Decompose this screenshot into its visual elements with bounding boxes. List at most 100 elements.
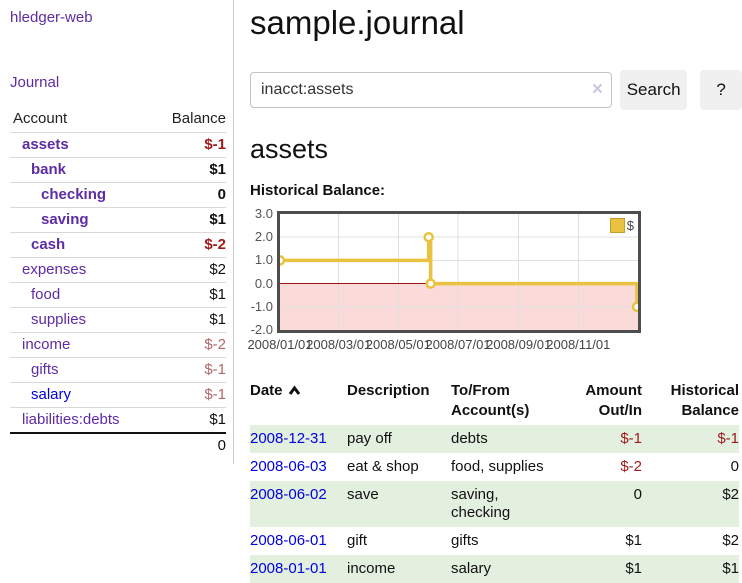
transaction-description: gift bbox=[347, 532, 368, 549]
app-title-link[interactable]: hledger-web bbox=[10, 9, 93, 26]
historical-balance-chart: $ 3.0 2.0 1.0 0.0 -1.0 -2.0 2008/01/01 2008/03/… bbox=[247, 206, 742, 357]
legend-swatch-icon bbox=[609, 218, 625, 233]
legend-label: $ bbox=[626, 218, 634, 233]
y-tick-label: -2.0 bbox=[250, 322, 273, 337]
balance-chart-svg bbox=[280, 214, 638, 330]
account-row: gifts $-1 bbox=[10, 357, 226, 383]
col-description: Description bbox=[347, 382, 430, 399]
search-button[interactable]: Search bbox=[620, 70, 688, 110]
transaction-date-link[interactable]: 2008-06-02 bbox=[250, 486, 327, 503]
transaction-accounts: debts bbox=[451, 430, 488, 447]
help-button[interactable]: ? bbox=[700, 70, 742, 110]
col-date[interactable]: Date bbox=[250, 377, 347, 425]
account-row: salary $-1 bbox=[10, 382, 226, 408]
transaction-amount: $1 bbox=[625, 560, 642, 577]
sidebar-item-journal[interactable]: Journal bbox=[10, 74, 60, 91]
transaction-date-link[interactable]: 2008-01-01 bbox=[250, 560, 327, 577]
transaction-balance: $-1 bbox=[717, 430, 739, 447]
search-form: × Search ? bbox=[250, 70, 742, 110]
account-row: liabilities:debts $1 bbox=[10, 407, 226, 433]
transaction-date-link[interactable]: 2008-06-01 bbox=[250, 532, 327, 549]
account-balance: $1 bbox=[154, 207, 226, 233]
transaction-amount: $-1 bbox=[620, 430, 642, 447]
x-tick-label: 2008/07/01 bbox=[425, 337, 491, 352]
transaction-date-link[interactable]: 2008-12-31 bbox=[250, 430, 327, 447]
accounts-header-row: Account Balance bbox=[10, 106, 226, 133]
x-tick-label: 2008/05/01 bbox=[365, 337, 431, 352]
transaction-accounts: food, supplies bbox=[451, 458, 544, 475]
transaction-accounts: gifts bbox=[451, 532, 479, 549]
page-title: sample.journal bbox=[250, 4, 465, 41]
transaction-balance: $2 bbox=[722, 486, 739, 503]
account-balance: $1 bbox=[154, 282, 226, 308]
transaction-accounts: salary bbox=[451, 560, 492, 577]
account-link[interactable]: salary bbox=[31, 386, 72, 403]
account-row: saving $1 bbox=[10, 207, 226, 233]
chart-plot: $ bbox=[277, 211, 641, 333]
account-row: income $-2 bbox=[10, 332, 226, 358]
accounts-total-balance: 0 bbox=[154, 432, 226, 458]
transaction-description: income bbox=[347, 560, 396, 577]
main-content: sample.journal × Search ? assets Histori… bbox=[234, 0, 742, 583]
account-link[interactable]: gifts bbox=[31, 361, 59, 378]
accounts-total-row: 0 bbox=[10, 432, 226, 458]
x-tick-label: 2008/11/01 bbox=[546, 337, 611, 352]
col-balance: Historical Balance bbox=[670, 382, 739, 419]
register-row: 2008-06-02 save saving, checking 0 $2 bbox=[250, 481, 739, 527]
account-link[interactable]: saving bbox=[41, 211, 89, 228]
clear-search-icon[interactable]: × bbox=[591, 79, 603, 100]
account-row: expenses $2 bbox=[10, 257, 226, 283]
accounts-col-account: Account bbox=[13, 110, 68, 127]
account-balance: $-1 bbox=[154, 382, 226, 408]
sort-ascending-icon bbox=[288, 385, 300, 395]
register-row: 2008-06-03 eat & shop food, supplies $-2… bbox=[250, 453, 739, 481]
account-row: assets $-1 bbox=[10, 132, 226, 158]
x-tick-label: 2008/01/01 bbox=[247, 337, 313, 352]
account-link[interactable]: bank bbox=[31, 161, 67, 178]
account-link[interactable]: food bbox=[31, 286, 61, 303]
transaction-amount: $1 bbox=[625, 532, 642, 549]
transaction-description: save bbox=[347, 486, 379, 503]
x-tick-label: 2008/09/01 bbox=[486, 337, 552, 352]
account-balance: $-1 bbox=[154, 357, 226, 383]
account-balance: $-2 bbox=[154, 332, 226, 358]
y-tick-label: 0.0 bbox=[254, 275, 273, 291]
y-tick-label: 3.0 bbox=[254, 206, 273, 221]
search-input[interactable] bbox=[250, 72, 612, 108]
account-balance: $1 bbox=[154, 407, 226, 433]
register-row: 2008-12-31 pay off debts $-1 $-1 bbox=[250, 425, 739, 453]
account-link[interactable]: liabilities:debts bbox=[22, 411, 120, 428]
accounts-col-balance: Balance bbox=[171, 110, 226, 127]
account-row: checking 0 bbox=[10, 182, 226, 208]
account-row: supplies $1 bbox=[10, 307, 226, 333]
transaction-balance: 0 bbox=[730, 458, 739, 475]
account-balance: 0 bbox=[154, 182, 226, 208]
transaction-date-link[interactable]: 2008-06-03 bbox=[250, 458, 327, 475]
transaction-balance: $2 bbox=[722, 532, 739, 549]
accounts-table: Account Balance assets $-1 bank $1 check… bbox=[10, 106, 226, 458]
account-link[interactable]: checking bbox=[41, 186, 107, 203]
account-link[interactable]: assets bbox=[22, 136, 69, 153]
account-heading: assets bbox=[250, 134, 329, 164]
transaction-description: pay off bbox=[347, 430, 392, 447]
sidebar: hledger-web Journal Account Balance asse… bbox=[0, 0, 234, 464]
account-row: cash $-2 bbox=[10, 232, 226, 258]
transaction-amount: $-2 bbox=[620, 458, 642, 475]
register-header-row: Date Description To/From Account(s) Amou… bbox=[250, 377, 739, 425]
account-link[interactable]: cash bbox=[31, 236, 66, 253]
account-link[interactable]: supplies bbox=[31, 311, 87, 328]
col-amount: Amount Out/In bbox=[585, 382, 642, 419]
account-row: bank $1 bbox=[10, 157, 226, 183]
col-accounts: To/From Account(s) bbox=[451, 382, 530, 419]
x-tick-label: 2008/03/01 bbox=[306, 337, 372, 352]
account-balance: $1 bbox=[154, 307, 226, 333]
account-link[interactable]: expenses bbox=[22, 261, 87, 278]
transaction-accounts: saving, checking bbox=[451, 486, 511, 521]
account-balance: $-1 bbox=[154, 132, 226, 158]
chart-title: Historical Balance: bbox=[250, 182, 386, 199]
transaction-amount: 0 bbox=[633, 486, 642, 503]
account-link[interactable]: income bbox=[22, 336, 71, 353]
account-balance: $1 bbox=[154, 157, 226, 183]
transaction-balance: $1 bbox=[722, 560, 739, 577]
